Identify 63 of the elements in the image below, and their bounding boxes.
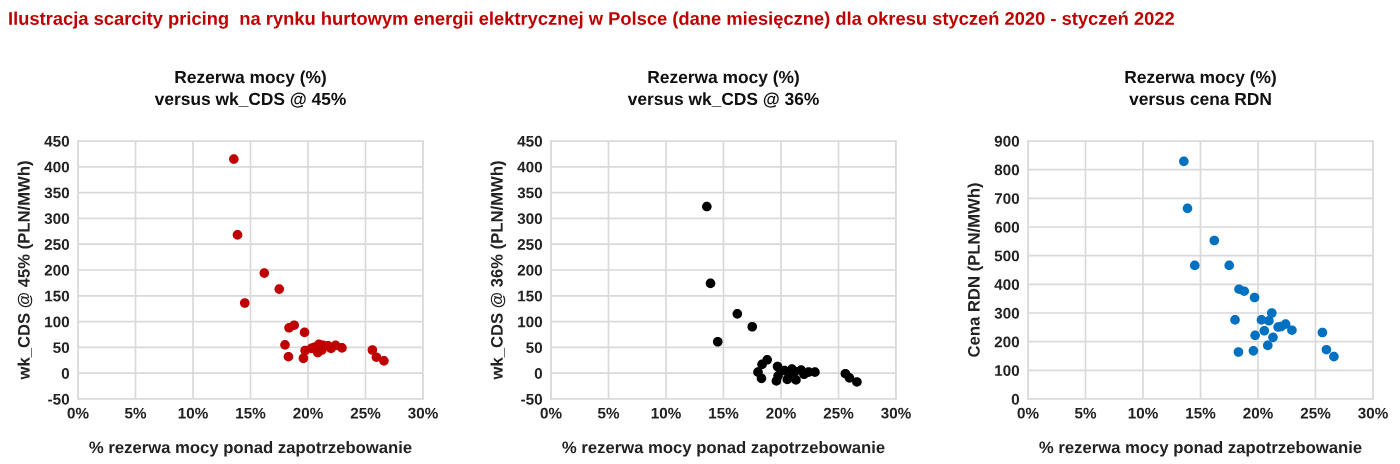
text: Ilustracja scarcity pricing na rynku hurtowym energii elektrycznej w Polsce (dane miesięczne) dla okresu styczeń 2020 - styczeń 2022 — [9, 11, 1174, 29]
x-tick-label: 15% — [236, 407, 266, 419]
x-tick-label: 0% — [540, 407, 562, 419]
y-axis-title: Cena RDN (PLN/MWh) — [967, 183, 984, 357]
x-tick-label: 10% — [178, 407, 208, 419]
y-tick-label: 200 — [517, 264, 543, 276]
x-axis-title: % rezerwa mocy ponad zapotrzebowanie — [562, 441, 885, 457]
x-tick-label: 5% — [597, 407, 620, 419]
x-tick-label: 20% — [293, 407, 323, 419]
x-axis-title: % rezerwa mocy ponad zapotrzebowanie — [89, 441, 412, 457]
x-tick-label: 25% — [823, 407, 854, 419]
y-tick-label: 0 — [534, 368, 543, 379]
y-tick-label: -50 — [521, 393, 543, 405]
y-tick-label: 900 — [994, 135, 1020, 147]
chart-title: Rezerwa mocy (%) versus wk_CDS @ 45% — [154, 70, 346, 108]
chart-title: Rezerwa mocy (%) versus wk_CDS @ 36% — [627, 70, 819, 108]
x-tick-label: 15% — [709, 407, 739, 419]
y-tick-label: 150 — [45, 290, 70, 302]
y-tick-label: 700 — [994, 193, 1020, 205]
x-axis-title: % rezerwa mocy ponad zapotrzebowanie — [1039, 441, 1362, 457]
y-tick-label: 150 — [518, 290, 543, 302]
y-tick-label: 350 — [44, 187, 70, 199]
y-axis-title: wk_CDS @ 45% (PLN/MWh) — [17, 161, 34, 380]
x-tick-label: 30% — [408, 407, 438, 419]
y-tick-label: 800 — [994, 164, 1020, 176]
x-tick-label: 0% — [1017, 407, 1039, 419]
y-tick-label: 100 — [45, 316, 70, 328]
y-tick-label: 500 — [994, 250, 1020, 262]
y-tick-label: 0 — [61, 368, 70, 379]
y-tick-label: 300 — [44, 213, 70, 225]
x-tick-label: 5% — [1074, 407, 1097, 419]
chart-title: Rezerwa mocy (%) versus cena RDN — [1125, 70, 1276, 106]
x-tick-label: 20% — [1243, 407, 1273, 419]
x-tick-label: 30% — [1358, 407, 1388, 419]
y-tick-label: 350 — [517, 187, 543, 199]
x-tick-label: 25% — [1300, 407, 1331, 419]
x-tick-label: 10% — [651, 407, 681, 419]
y-tick-label: 100 — [518, 316, 543, 328]
y-tick-label: 300 — [994, 307, 1020, 319]
y-axis-title: wk_CDS @ 36% (PLN/MWh) — [490, 161, 507, 380]
y-tick-label: 200 — [994, 336, 1020, 348]
y-tick-label: 0 — [1011, 393, 1020, 405]
y-tick-label: 400 — [517, 161, 543, 173]
x-tick-label: 5% — [124, 407, 147, 419]
x-tick-label: 25% — [350, 407, 381, 419]
y-tick-label: -50 — [48, 393, 70, 405]
x-tick-label: 10% — [1128, 407, 1158, 419]
y-tick-label: 450 — [517, 135, 543, 147]
y-tick-label: 50 — [526, 342, 543, 354]
x-tick-label: 0% — [67, 407, 89, 419]
y-tick-label: 400 — [44, 161, 70, 173]
y-tick-label: 50 — [53, 342, 70, 354]
x-tick-label: 30% — [881, 407, 911, 419]
y-tick-label: 250 — [44, 239, 70, 250]
y-tick-label: 100 — [995, 365, 1020, 377]
y-tick-label: 600 — [994, 221, 1020, 233]
x-tick-label: 15% — [1186, 407, 1216, 419]
y-tick-label: 300 — [517, 213, 543, 225]
y-tick-label: 250 — [517, 239, 543, 250]
y-tick-label: 450 — [44, 135, 70, 147]
y-tick-label: 400 — [994, 279, 1020, 291]
x-tick-label: 20% — [766, 407, 796, 419]
y-tick-label: 200 — [44, 264, 70, 276]
